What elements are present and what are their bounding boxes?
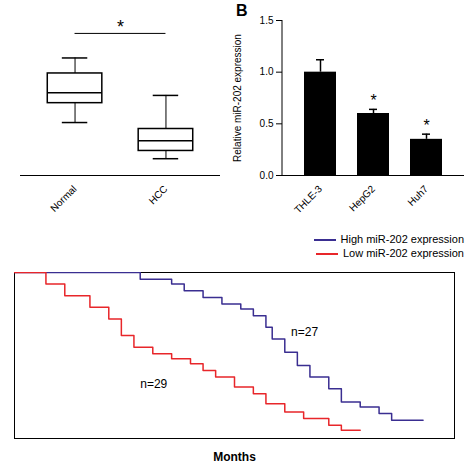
svg-text:0.5: 0.5 <box>260 118 274 129</box>
html-text:Low miR-202 expression: Low miR-202 expression <box>342 247 464 259</box>
svg-text:Normal: Normal <box>48 183 79 214</box>
svg-text:HCC: HCC <box>147 183 170 206</box>
svg-text:1.0: 1.0 <box>260 66 274 77</box>
svg-text:0.0: 0.0 <box>260 170 274 181</box>
svg-text:Months: Months <box>213 450 256 464</box>
html-text:B: B <box>236 2 248 19</box>
svg-text:*: * <box>423 117 429 134</box>
svg-text:n=27: n=27 <box>291 325 318 339</box>
svg-text:Huh7: Huh7 <box>405 183 430 208</box>
svg-text:1.5: 1.5 <box>260 15 274 26</box>
svg-text:HepG2: HepG2 <box>347 183 377 213</box>
svg-text:*: * <box>370 92 376 109</box>
svg-text:Relative miR-202 expression: Relative miR-202 expression <box>232 34 243 162</box>
html-text:High miR-202 expression: High miR-202 expression <box>340 233 464 245</box>
svg-text:THLE-3: THLE-3 <box>292 183 324 215</box>
svg-text:n=29: n=29 <box>140 377 167 391</box>
svg-text:*: * <box>117 17 124 37</box>
